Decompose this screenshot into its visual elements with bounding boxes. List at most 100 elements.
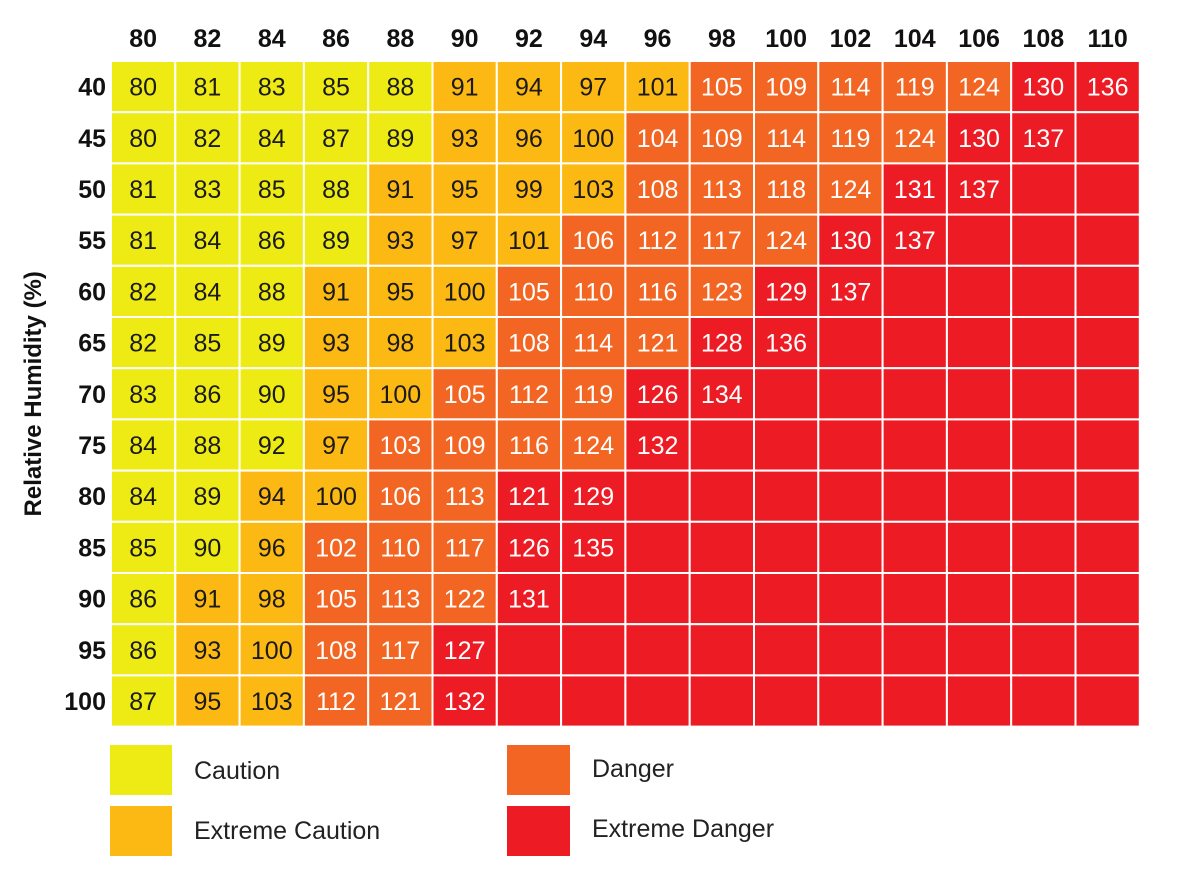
x-tick-label: 86 (322, 25, 350, 53)
heat-cell (753, 316, 820, 370)
y-tick-label: 55 (78, 227, 106, 255)
heat-cell (560, 674, 627, 728)
heat-cell (110, 674, 177, 728)
heat-cell (945, 674, 1013, 728)
cell-value-label: 100 (572, 125, 614, 153)
cell-value-label: 108 (315, 637, 357, 665)
cell-value-label: 85 (194, 330, 222, 358)
heat-cell (1010, 162, 1077, 216)
heat-cell (688, 674, 756, 728)
heat-cell (753, 418, 820, 472)
y-tick-label: 95 (78, 637, 106, 665)
heat-cell (945, 264, 1013, 318)
heat-cell (110, 111, 177, 165)
cell-value-label: 85 (258, 176, 286, 204)
cell-value-label: 109 (701, 125, 743, 153)
cell-value-label: 82 (129, 278, 157, 306)
heat-cell (174, 469, 241, 523)
heat-cell (1010, 111, 1077, 165)
legend-swatch-extreme-danger (507, 806, 570, 856)
heat-cell (817, 316, 884, 370)
heat-cell (817, 469, 884, 523)
cell-value-label: 103 (379, 432, 421, 460)
heat-cell (753, 213, 820, 267)
heat-cell (1010, 213, 1077, 267)
cell-value-label: 121 (379, 688, 421, 716)
y-tick-label: 90 (78, 586, 106, 614)
heat-cell (174, 316, 241, 370)
heat-cell (560, 418, 627, 472)
cell-value-label: 102 (315, 534, 357, 562)
heat-cell (624, 213, 691, 267)
cell-value-label: 81 (194, 74, 222, 102)
cell-value-label: 86 (129, 637, 157, 665)
cell-value-label: 105 (701, 74, 743, 102)
cell-value-label: 109 (444, 432, 486, 460)
heat-cell (753, 520, 820, 574)
heat-cell (495, 316, 563, 370)
cell-value-label: 135 (572, 534, 614, 562)
cell-value-label: 116 (638, 278, 678, 306)
heat-cell (1074, 111, 1141, 165)
heat-cell (431, 367, 498, 421)
cell-value-label: 137 (958, 176, 1000, 204)
legend-label-danger: Danger (592, 755, 674, 783)
heat-cell (367, 674, 434, 728)
heat-cell (1074, 367, 1141, 421)
heat-cell (560, 520, 627, 574)
heat-cell (431, 418, 498, 472)
heat-cell (817, 572, 884, 626)
heat-cell (495, 572, 563, 626)
x-tick-label: 108 (1022, 25, 1064, 53)
x-tick-label: 110 (1087, 25, 1127, 53)
legend-swatch-danger (507, 745, 570, 795)
heat-cell (945, 572, 1013, 626)
heat-cell (1010, 264, 1077, 318)
cell-value-label: 123 (701, 278, 743, 306)
cell-value-label: 117 (445, 534, 485, 562)
heat-cell (945, 469, 1013, 523)
heat-cell (367, 623, 434, 677)
cell-value-label: 110 (573, 278, 613, 306)
x-tick-label: 104 (894, 25, 936, 53)
heat-cell (495, 111, 563, 165)
cell-value-label: 122 (444, 586, 486, 614)
heat-cell (238, 111, 305, 165)
heat-cell (753, 111, 820, 165)
heat-cell (817, 674, 884, 728)
cell-value-label: 83 (129, 381, 157, 409)
heat-cell (624, 623, 691, 677)
cell-value-label: 97 (322, 432, 350, 460)
cell-value-label: 92 (258, 432, 286, 460)
cell-value-label: 108 (508, 330, 550, 358)
heat-cell (945, 623, 1013, 677)
heat-cell (945, 418, 1013, 472)
cell-value-label: 89 (386, 125, 414, 153)
heat-cell (367, 162, 434, 216)
heat-cell (624, 469, 691, 523)
heat-cell (431, 213, 498, 267)
cell-value-label: 112 (509, 381, 549, 409)
heat-cell (753, 469, 820, 523)
heat-cell (431, 60, 498, 114)
heat-cell (495, 367, 563, 421)
y-tick-label: 75 (78, 432, 106, 460)
y-axis-label: Relative Humidity (%) (20, 271, 47, 516)
x-tick-label: 106 (958, 25, 1000, 53)
cell-value-label: 89 (194, 483, 222, 511)
cell-value-label: 94 (258, 483, 286, 511)
heat-cell (1074, 60, 1141, 114)
cell-value-label: 126 (637, 381, 679, 409)
heat-cell (881, 418, 948, 472)
heat-cell (688, 469, 756, 523)
heat-cell (1074, 264, 1141, 318)
cell-value-label: 130 (830, 227, 872, 255)
heat-cell (817, 623, 884, 677)
cell-value-label: 83 (258, 74, 286, 102)
heat-cell (238, 674, 305, 728)
cell-value-label: 129 (572, 483, 614, 511)
cell-value-label: 105 (444, 381, 486, 409)
cell-value-label: 134 (701, 381, 743, 409)
cell-value-label: 121 (508, 483, 550, 511)
y-tick-label: 45 (78, 125, 106, 153)
